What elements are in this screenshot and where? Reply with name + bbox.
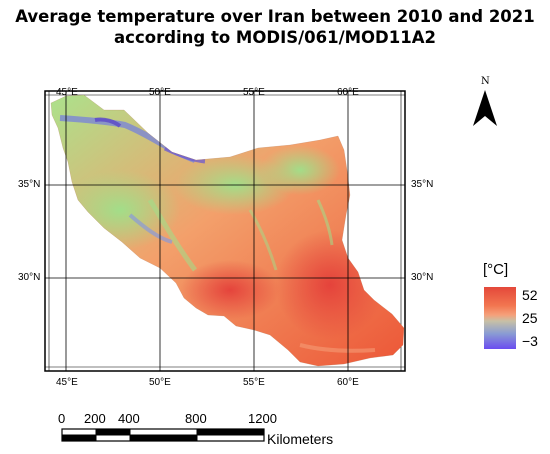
legend-max: 52 xyxy=(522,287,538,303)
map-title-line-1: Average temperature over Iran between 20… xyxy=(15,7,535,26)
scale-label-0: 0 xyxy=(58,411,66,426)
lon-label-50e-bottom: 50°E xyxy=(149,377,171,388)
legend-min: −3 xyxy=(522,333,538,349)
legend-mid: 25 xyxy=(522,310,538,326)
scale-bar xyxy=(61,428,265,442)
legend-unit: [°C] xyxy=(483,261,509,278)
graticule xyxy=(45,91,405,371)
north-letter: N xyxy=(481,76,490,87)
scale-label-200: 200 xyxy=(84,411,106,426)
lon-label-50e-top: 50°E xyxy=(149,87,171,98)
lat-label-35n-left: 35°N xyxy=(18,179,41,190)
scale-label-400: 400 xyxy=(118,411,140,426)
map-title: Average temperature over Iran between 20… xyxy=(0,6,550,48)
north-arrow-icon xyxy=(473,90,497,126)
lat-label-35n-right: 35°N xyxy=(411,179,434,190)
scale-label-800: 800 xyxy=(185,411,207,426)
lon-label-45e-top: 45°E xyxy=(56,87,78,98)
map-title-line-2: according to MODIS/061/MOD11A2 xyxy=(114,28,436,47)
legend-color-ramp xyxy=(484,287,516,349)
lon-label-60e-top: 60°E xyxy=(337,87,359,98)
iran-border xyxy=(50,94,405,367)
lon-label-45e-bottom: 45°E xyxy=(56,377,78,388)
scale-label-1200: 1200 xyxy=(248,411,277,426)
lon-label-55e-top: 55°E xyxy=(243,87,265,98)
scale-unit: Kilometers xyxy=(267,431,334,447)
lon-label-55e-bottom: 55°E xyxy=(243,377,265,388)
lon-label-60e-bottom: 60°E xyxy=(337,377,359,388)
lat-label-30n-right: 30°N xyxy=(411,272,434,283)
lat-label-30n-left: 30°N xyxy=(18,272,41,283)
